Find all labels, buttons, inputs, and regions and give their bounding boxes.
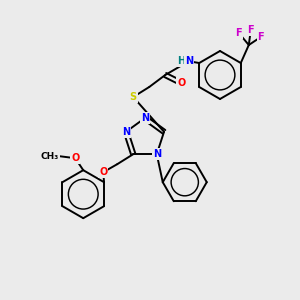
- Text: F: F: [257, 32, 264, 42]
- Text: CH₃: CH₃: [41, 152, 59, 161]
- Text: H: H: [177, 56, 185, 66]
- Text: O: O: [99, 167, 107, 177]
- Text: N: N: [122, 127, 130, 137]
- Text: F: F: [236, 28, 242, 38]
- Text: N: N: [141, 113, 149, 123]
- Text: S: S: [130, 92, 137, 102]
- Text: O: O: [177, 78, 185, 88]
- Text: N: N: [185, 56, 193, 66]
- Text: O: O: [71, 153, 80, 163]
- Text: N: N: [153, 149, 161, 159]
- Text: F: F: [248, 25, 254, 35]
